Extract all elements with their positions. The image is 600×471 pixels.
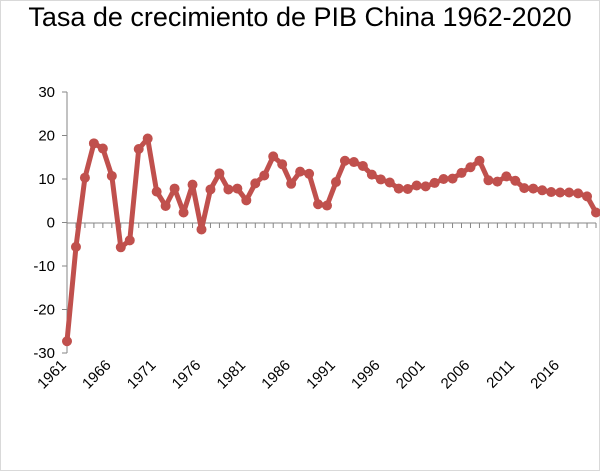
data-point xyxy=(357,160,368,171)
x-tick-label: 2016 xyxy=(527,357,563,393)
x-tick-label: 1976 xyxy=(169,357,205,393)
data-point xyxy=(402,184,413,195)
data-point xyxy=(564,187,575,198)
data-point xyxy=(322,200,333,211)
data-point xyxy=(277,159,288,170)
data-point xyxy=(97,143,108,154)
data-point xyxy=(88,138,99,149)
data-point xyxy=(151,186,162,197)
data-point xyxy=(124,235,135,246)
data-point xyxy=(313,199,324,210)
data-point xyxy=(223,184,234,195)
y-tick-label: -20 xyxy=(33,302,55,319)
data-point xyxy=(160,200,171,211)
data-point xyxy=(339,155,350,166)
data-point xyxy=(187,179,198,190)
x-tick-label: 1961 xyxy=(34,357,70,393)
data-point xyxy=(178,207,189,218)
x-tick-label: 2011 xyxy=(483,357,518,392)
chart-title: Tasa de crecimiento de PIB China 1962-20… xyxy=(28,2,572,32)
x-tick-label: 1971 xyxy=(124,357,160,393)
x-tick-label: 2001 xyxy=(393,357,429,393)
y-tick-label: 10 xyxy=(38,171,55,188)
y-tick-label: 20 xyxy=(38,128,55,145)
data-point xyxy=(286,178,297,189)
y-tick-label: 0 xyxy=(47,215,55,232)
data-point xyxy=(411,180,422,191)
data-point xyxy=(528,183,539,194)
data-point xyxy=(79,172,90,183)
data-point xyxy=(519,183,530,194)
data-point xyxy=(330,177,341,188)
data-point xyxy=(429,177,440,188)
x-tick-label: 1991 xyxy=(303,357,339,393)
data-point xyxy=(250,178,261,189)
data-point xyxy=(366,169,377,180)
data-point xyxy=(348,157,359,168)
data-point xyxy=(447,173,458,184)
data-point xyxy=(510,175,521,186)
data-point xyxy=(205,184,216,195)
y-tick-label: -10 xyxy=(33,258,55,275)
data-point xyxy=(474,155,485,166)
data-point xyxy=(492,176,503,187)
data-point xyxy=(501,171,512,182)
data-point xyxy=(304,168,315,179)
x-tick-label: 1996 xyxy=(348,357,384,393)
data-point xyxy=(483,175,494,186)
data-point xyxy=(375,174,386,185)
y-tick-label: 30 xyxy=(38,84,55,101)
x-tick-labels: 1961 1966 1971 1976 1981 1986 1991 1996 2001 2006… xyxy=(34,357,563,393)
data-point xyxy=(133,143,144,154)
data-point xyxy=(259,170,270,181)
series-line xyxy=(64,136,599,344)
data-point xyxy=(546,187,557,198)
data-point xyxy=(420,181,431,192)
data-point xyxy=(456,167,467,178)
data-point xyxy=(438,174,449,184)
y-tick-label: -30 xyxy=(33,345,55,362)
data-point xyxy=(115,242,126,253)
data-point xyxy=(232,183,243,194)
data-point xyxy=(70,241,81,252)
data-point xyxy=(582,191,593,202)
x-tick-label: 1986 xyxy=(258,357,294,393)
data-point xyxy=(393,183,404,194)
data-point xyxy=(295,166,306,177)
data-point xyxy=(196,224,207,235)
data-point xyxy=(591,207,600,218)
data-point xyxy=(573,188,584,199)
x-tick-label: 2006 xyxy=(438,357,474,393)
data-point xyxy=(62,336,72,347)
data-point xyxy=(214,168,225,179)
series-layer xyxy=(62,133,600,347)
axes xyxy=(62,91,597,354)
data-point xyxy=(142,133,153,144)
x-tick-label: 1981 xyxy=(214,357,250,393)
data-point xyxy=(241,195,252,206)
data-point xyxy=(465,162,476,173)
data-point xyxy=(268,151,279,162)
data-point xyxy=(555,187,566,198)
data-point xyxy=(106,170,117,181)
data-point xyxy=(169,183,180,194)
x-tick-label: 1966 xyxy=(79,357,115,393)
data-point xyxy=(537,185,548,196)
y-tick-labels: -30 -20 -10 0 10 20 30 xyxy=(33,84,55,362)
data-point xyxy=(384,177,395,188)
